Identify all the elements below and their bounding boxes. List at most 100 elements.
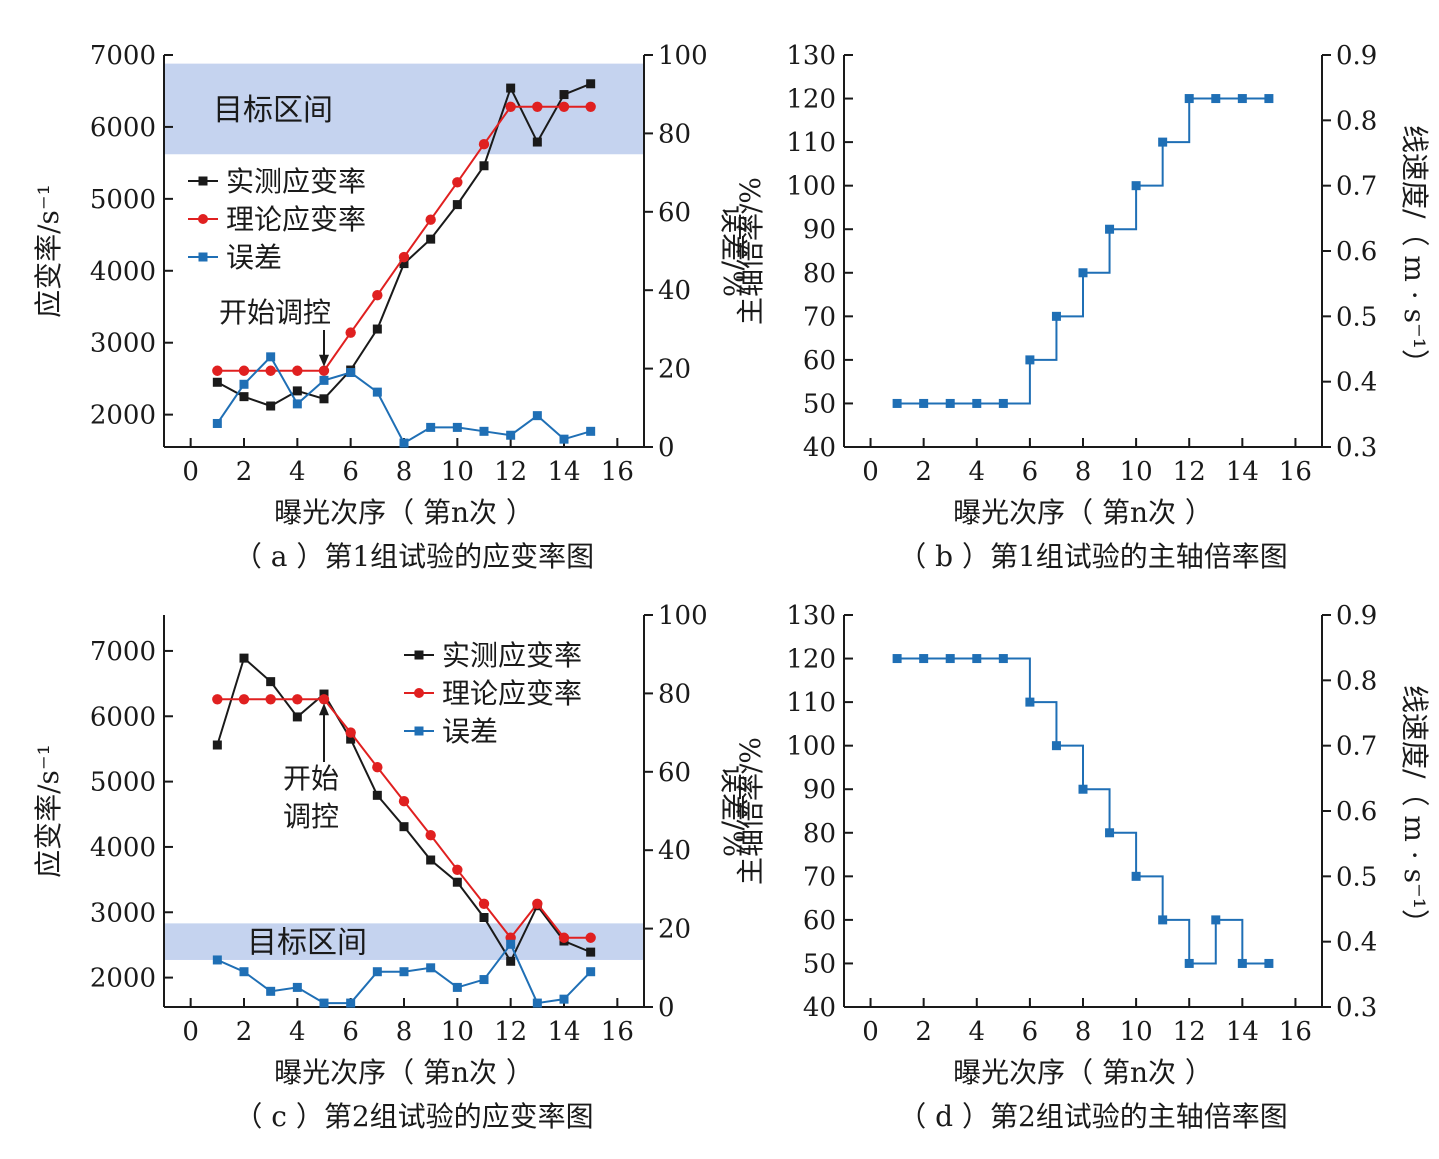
series-error — [212, 352, 596, 448]
data-point — [346, 998, 356, 1008]
y-left-tick-label: 60 — [803, 346, 836, 376]
data-point — [586, 967, 596, 977]
y-left-tick-label: 50 — [803, 949, 836, 979]
data-point — [1184, 94, 1194, 104]
data-point — [945, 654, 955, 664]
legend-marker — [414, 650, 424, 660]
data-point — [945, 398, 955, 408]
y-left-tick-label: 2000 — [90, 401, 156, 431]
data-point — [292, 694, 303, 705]
data-point — [346, 734, 356, 744]
legend-marker — [198, 252, 208, 262]
data-point — [292, 365, 303, 376]
data-point — [559, 434, 569, 444]
data-point — [532, 898, 543, 909]
data-point — [532, 998, 542, 1008]
data-point — [398, 251, 410, 263]
y-left-tick-label: 80 — [803, 259, 836, 289]
data-point — [586, 947, 596, 957]
y-left-tick-label: 4000 — [90, 257, 156, 287]
data-point — [266, 352, 276, 362]
legend-marker — [198, 214, 208, 224]
x-tick-label: 6 — [1022, 1017, 1039, 1047]
y-right-tick-label: 0.8 — [1336, 106, 1377, 136]
data-point — [266, 401, 276, 411]
data-point — [1211, 94, 1221, 104]
y-right-tick-label: 0.9 — [1336, 41, 1377, 71]
data-point — [212, 694, 223, 705]
x-tick-label: 8 — [396, 1017, 413, 1047]
data-point — [425, 214, 436, 225]
y-left-tick-label: 3000 — [90, 898, 156, 928]
data-point — [399, 259, 409, 269]
y-left-tick-label: 110 — [786, 688, 836, 718]
data-point — [1105, 224, 1115, 234]
x-axis-title: 曝光次序（ 第n次 ） — [953, 496, 1213, 529]
y-right-tick-label: 0 — [658, 993, 675, 1023]
data-point — [1105, 828, 1115, 838]
x-tick-label: 16 — [601, 1017, 634, 1047]
x-tick-label: 0 — [182, 457, 199, 487]
data-point — [345, 727, 356, 738]
data-point — [239, 653, 249, 663]
data-point — [478, 898, 490, 909]
x-tick-label: 6 — [342, 457, 359, 487]
y-left-tick-label: 3000 — [90, 329, 156, 359]
y-axis-left-title: 应变率/s⁻¹ — [32, 184, 65, 318]
x-tick-label: 14 — [547, 457, 580, 487]
y-right-tick-label: 0.6 — [1336, 237, 1377, 267]
x-tick-label: 4 — [289, 1017, 306, 1047]
x-tick-label: 2 — [915, 1017, 932, 1047]
data-point — [372, 762, 383, 773]
legend-label: 误差 — [442, 715, 498, 748]
data-point — [919, 398, 929, 408]
x-tick-label: 14 — [547, 1017, 580, 1047]
y-left-tick-label: 100 — [786, 732, 836, 762]
y-left-tick-label: 2000 — [90, 964, 156, 994]
data-point — [425, 829, 436, 841]
x-tick-label: 12 — [1173, 457, 1206, 487]
x-tick-label: 4 — [289, 457, 306, 487]
y-axis-right-title: 误差/% — [717, 765, 750, 857]
chart-panel-a: 0 2 4 6 8 10 12 14 16 2000 3000 4000 5000 6000 7000 0 20… — [32, 41, 750, 573]
data-point — [1264, 94, 1274, 104]
annotation-arrowhead — [319, 354, 329, 367]
x-tick-label: 0 — [862, 457, 879, 487]
data-point — [558, 101, 570, 112]
y-left-tick-label: 40 — [803, 993, 836, 1023]
x-tick-label: 14 — [1226, 1017, 1259, 1047]
data-point — [452, 177, 463, 188]
panel-caption: （ b ）第1组试验的主轴倍率图 — [898, 540, 1288, 573]
y-axis-left-title: 应变率/s⁻¹ — [32, 744, 65, 878]
x-tick-label: 2 — [236, 457, 253, 487]
legend-label: 误差 — [226, 241, 282, 274]
y-left-tick-label: 120 — [786, 645, 836, 675]
panel-caption: （ a ）第1组试验的应变率图 — [234, 540, 594, 573]
data-point — [399, 967, 409, 977]
data-point — [972, 398, 982, 408]
data-point — [399, 438, 409, 448]
series-spindle-ratio — [892, 654, 1274, 968]
data-point — [1264, 958, 1274, 968]
data-point — [506, 83, 516, 93]
y-left-tick-label: 130 — [786, 601, 836, 631]
x-tick-label: 6 — [342, 1017, 359, 1047]
data-point — [239, 967, 249, 977]
x-tick-label: 10 — [441, 1017, 474, 1047]
y-right-tick-label: 0.4 — [1336, 928, 1377, 958]
data-point — [292, 712, 302, 722]
x-tick-label: 10 — [441, 457, 474, 487]
data-point — [239, 392, 249, 402]
target-band-label: 目标区间 — [213, 93, 333, 128]
x-tick-label: 4 — [969, 1017, 986, 1047]
x-tick-label: 6 — [1022, 457, 1039, 487]
y-right-tick-label: 20 — [658, 915, 691, 945]
data-point — [212, 955, 222, 965]
chart-panel-c: 0 2 4 6 8 10 12 14 16 2000 3000 4000 5000 6000 7000 0 20… — [32, 601, 750, 1133]
y-left-tick-label: 120 — [786, 85, 836, 115]
data-point — [479, 912, 489, 922]
data-point — [892, 398, 902, 408]
y-right-tick-label: 0 — [658, 433, 675, 463]
data-point — [506, 430, 516, 440]
